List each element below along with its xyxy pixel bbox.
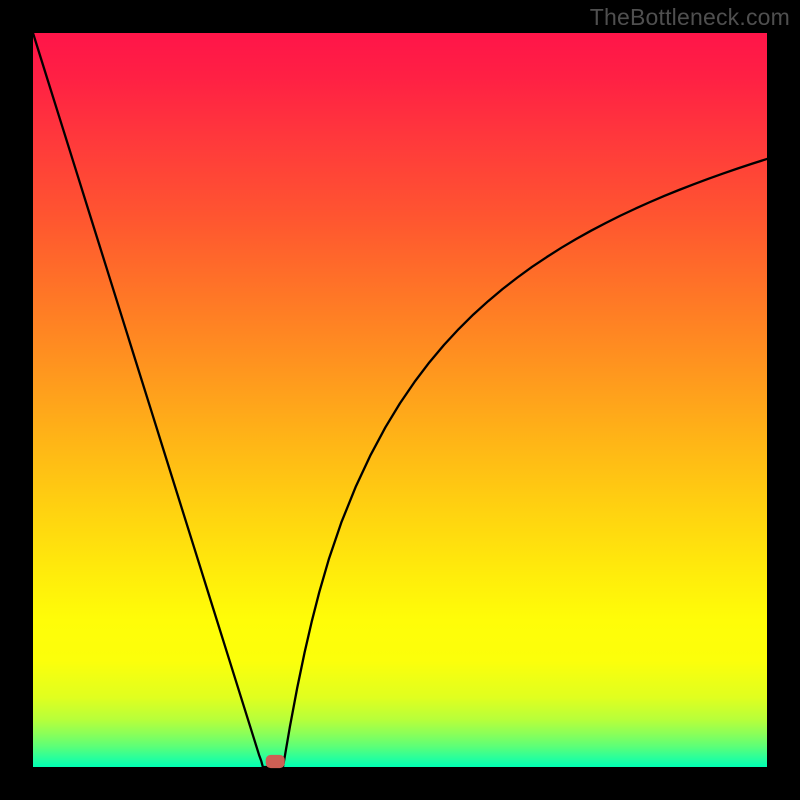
- watermark-label: TheBottleneck.com: [590, 4, 790, 31]
- chart-container: TheBottleneck.com: [0, 0, 800, 800]
- optimum-marker: [266, 755, 285, 768]
- bottleneck-chart: [0, 0, 800, 800]
- plot-background: [33, 33, 767, 767]
